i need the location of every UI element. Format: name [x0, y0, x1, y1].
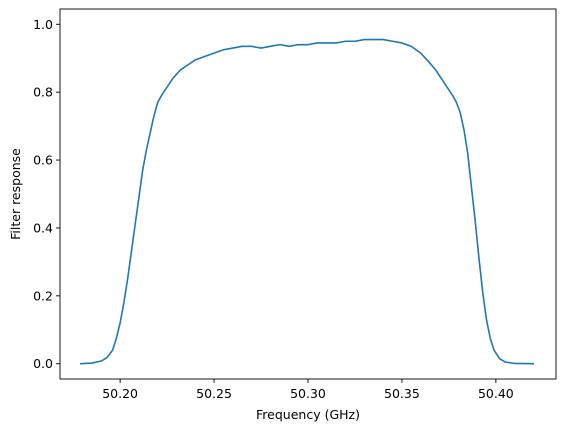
- y-axis: 0.0 0.2 0.4 0.6 0.8 1.0: [33, 17, 60, 371]
- plot-area: [59, 8, 557, 380]
- x-tick-label: 50.25: [196, 386, 232, 401]
- x-tick-label: 50.40: [478, 386, 514, 401]
- y-tick-label: 1.0: [33, 17, 53, 32]
- y-tick-label: 0.4: [33, 220, 53, 235]
- x-tick-label: 50.20: [102, 386, 138, 401]
- y-axis-label: Filter response: [8, 148, 23, 240]
- y-tick-label: 0.2: [33, 288, 53, 303]
- y-tick-label: 0.6: [33, 153, 53, 168]
- x-tick-label: 50.30: [290, 386, 326, 401]
- x-axis: 50.20 50.25 50.30 50.35 50.40: [102, 379, 514, 401]
- series-line-0: [79, 38, 535, 365]
- x-axis-label: Frequency (GHz): [256, 407, 360, 422]
- x-tick-label: 50.35: [384, 386, 420, 401]
- series-layer: [79, 38, 535, 365]
- y-tick-label: 0.0: [33, 356, 53, 371]
- axes-background: [60, 9, 556, 379]
- y-tick-label: 0.8: [33, 85, 53, 100]
